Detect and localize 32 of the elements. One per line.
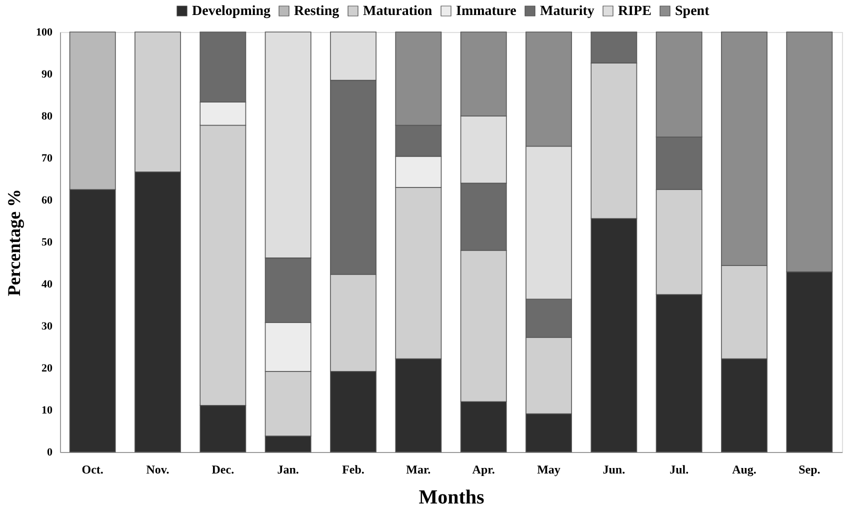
x-tick-label: Jul. — [670, 462, 689, 476]
legend-label: Maturity — [540, 4, 594, 19]
y-tick-label: 40 — [42, 278, 53, 290]
legend-label: Developming — [192, 4, 271, 19]
x-tick-label: Dec. — [212, 462, 234, 476]
legend-label: Maturation — [363, 4, 432, 19]
y-tick-label: 0 — [47, 446, 53, 458]
x-tick-label: Mar. — [406, 462, 431, 476]
y-tick-label: 80 — [42, 110, 53, 122]
x-tick-label: Jan. — [277, 462, 299, 476]
x-tick-label: Jun. — [602, 462, 626, 476]
y-tick-label: 90 — [42, 68, 53, 80]
y-tick-label: 10 — [42, 404, 53, 416]
x-tick-label: Oct. — [82, 462, 104, 476]
y-tick-label: 100 — [36, 26, 53, 38]
y-tick-label: 70 — [42, 152, 53, 164]
x-axis-title: Months — [418, 486, 484, 508]
x-tick-label: Apr. — [472, 462, 495, 476]
legend-label: Spent — [675, 4, 710, 19]
y-tick-label: 20 — [42, 362, 53, 374]
y-axis-title: Percentage % — [4, 188, 24, 296]
legend-label: Resting — [294, 4, 340, 19]
x-tick-label: Aug. — [732, 462, 756, 476]
x-tick-label: Nov. — [146, 462, 170, 476]
x-tick-label: Sep. — [798, 462, 820, 476]
legend-label: Immature — [456, 4, 516, 19]
y-tick-label: 60 — [42, 194, 53, 206]
y-tick-label: 30 — [42, 320, 53, 332]
x-tick-label: Feb. — [342, 462, 364, 476]
y-tick-label: 50 — [42, 236, 53, 248]
x-tick-label: May — [537, 462, 560, 476]
legend-label: RIPE — [618, 4, 652, 19]
